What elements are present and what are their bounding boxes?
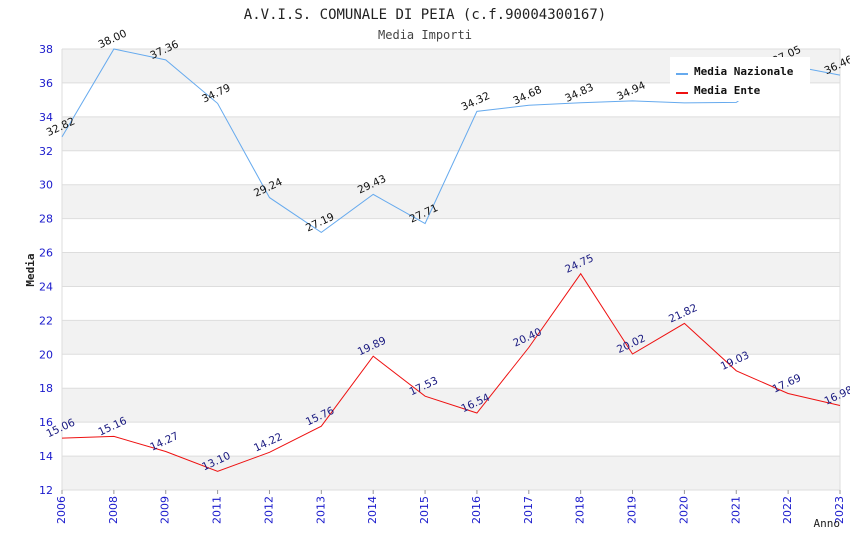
- y-tick-label: 34: [39, 111, 53, 124]
- x-tick-label: 2013: [314, 496, 327, 524]
- series-lines: [61, 48, 841, 472]
- x-tick-label: 2016: [470, 496, 483, 524]
- y-tick-label: 18: [39, 382, 53, 395]
- x-tick-label: 2017: [522, 496, 535, 524]
- plot-band: [62, 320, 840, 355]
- y-tick-label: 12: [39, 484, 53, 497]
- line-media-nazionale: [61, 48, 841, 234]
- y-tick-label: 14: [39, 450, 53, 463]
- x-tick-label: 2009: [159, 496, 172, 524]
- y-tick-label: 20: [39, 348, 53, 361]
- plot-band: [62, 456, 840, 490]
- legend-label-ente: Media Ente: [694, 84, 761, 97]
- y-tick-label: 32: [39, 145, 53, 158]
- x-axis-title: Anno: [814, 517, 841, 530]
- plot-band: [62, 184, 840, 219]
- x-tick-label: 2015: [418, 496, 431, 524]
- y-tick-label: 30: [39, 179, 53, 192]
- y-tick-label: 24: [39, 280, 53, 293]
- x-tick-label: 2023: [833, 496, 846, 524]
- line-media-ente: [61, 272, 841, 472]
- plot-band: [62, 388, 840, 423]
- y-tick-label: 28: [39, 213, 53, 226]
- y-tick-label: 38: [39, 43, 53, 56]
- plot-band: [62, 116, 840, 151]
- plot-bands: [62, 49, 840, 490]
- x-tick-label: 2022: [781, 496, 794, 524]
- x-tick-label: 2021: [729, 496, 742, 524]
- x-tick-label: 2008: [107, 496, 120, 524]
- x-tick-label: 2012: [262, 496, 275, 524]
- x-axis-ticks: 2006 2008 2009 2011 2012 2013 2014 2015 2016 2017…: [55, 490, 846, 524]
- y-tick-label: 26: [39, 247, 53, 260]
- gridlines: [61, 48, 841, 491]
- x-tick-label: 2011: [211, 496, 224, 524]
- x-tick-label: 2019: [626, 496, 639, 524]
- x-tick-label: 2020: [677, 496, 690, 524]
- x-tick-label: 2006: [55, 496, 68, 524]
- legend-label-nazionale: Media Nazionale: [694, 65, 794, 78]
- x-tick-label: 2014: [366, 496, 379, 524]
- legend: Media Nazionale Media Ente: [670, 57, 810, 101]
- data-label: 38.00: [96, 27, 128, 51]
- plot-band: [62, 252, 840, 287]
- y-tick-label: 36: [39, 77, 53, 90]
- chart-subtitle: Media Importi: [378, 28, 472, 42]
- y-tick-label: 22: [39, 314, 53, 327]
- y-axis-ticks: 12 14 16 18 20 22 24 26 28 30 32 34 36 38: [39, 43, 53, 497]
- chart-title: A.V.I.S. COMUNALE DI PEIA (c.f.900043001…: [244, 7, 606, 23]
- legend-box: [670, 57, 810, 101]
- x-tick-label: 2018: [574, 496, 587, 524]
- y-tick-label: 16: [39, 416, 53, 429]
- y-axis-title: Media: [24, 253, 37, 286]
